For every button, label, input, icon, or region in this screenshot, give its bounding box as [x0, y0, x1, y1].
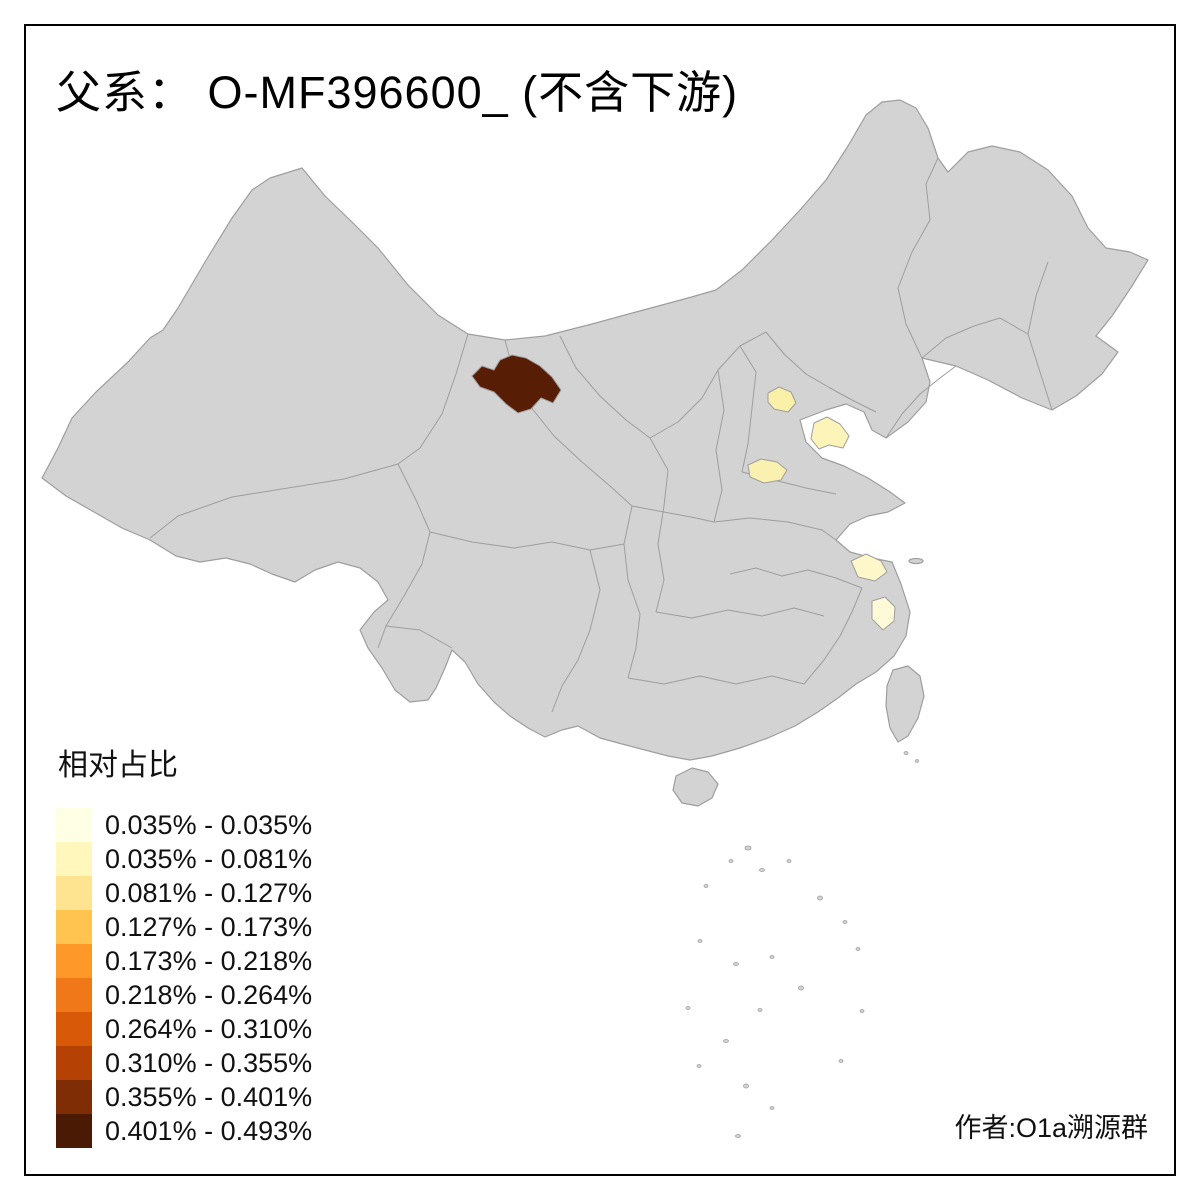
- legend-swatch: [56, 944, 92, 978]
- legend: 相对占比 0.035% - 0.035% 0.035% - 0.081% 0.0…: [56, 740, 312, 1148]
- legend-label: 0.173% - 0.218%: [105, 945, 313, 976]
- legend-item: 0.310% - 0.355%: [56, 1046, 312, 1080]
- legend-swatch: [56, 1080, 92, 1114]
- legend-swatch: [56, 1114, 92, 1148]
- legend-item: 0.035% - 0.081%: [56, 842, 312, 876]
- author-credit: 作者:O1a溯源群: [954, 1113, 1148, 1143]
- legend-label: 0.310% - 0.355%: [105, 1047, 313, 1078]
- legend-swatch: [56, 1012, 92, 1046]
- legend-swatch: [56, 808, 92, 842]
- province-boundaries: [149, 157, 1053, 713]
- legend-item: 0.127% - 0.173%: [56, 910, 312, 944]
- hainan-island-shape: [672, 767, 719, 807]
- legend-title: 相对占比: [58, 749, 178, 782]
- highlight-pale-central: [747, 458, 788, 484]
- legend-swatch: [56, 876, 92, 910]
- legend-item: 0.218% - 0.264%: [56, 978, 312, 1012]
- mainland-china-shape: [41, 99, 1149, 761]
- legend-swatch: [56, 978, 92, 1012]
- taiwan-island-shape: [885, 665, 925, 743]
- legend-label: 0.218% - 0.264%: [105, 979, 313, 1010]
- page-title: 父系： O-MF396600_ (不含下游): [56, 67, 739, 118]
- highlight-pale-east-2: [871, 596, 896, 631]
- highlight-pale-north-1: [767, 386, 797, 413]
- legend-item: 0.264% - 0.310%: [56, 1012, 312, 1046]
- legend-label: 0.035% - 0.081%: [105, 843, 313, 874]
- south-sea-island-specks: [685, 751, 919, 1138]
- legend-label: 0.401% - 0.493%: [105, 1115, 313, 1146]
- legend-item: 0.081% - 0.127%: [56, 876, 312, 910]
- legend-label: 0.127% - 0.173%: [105, 911, 313, 942]
- highlight-pale-north-2: [810, 416, 850, 450]
- legend-label: 0.355% - 0.401%: [105, 1081, 313, 1112]
- legend-item: 0.035% - 0.035%: [56, 808, 312, 842]
- legend-swatch: [56, 1046, 92, 1080]
- legend-swatch: [56, 910, 92, 944]
- legend-item: 0.173% - 0.218%: [56, 944, 312, 978]
- highlight-pale-east-1: [850, 553, 888, 582]
- legend-item: 0.401% - 0.493%: [56, 1114, 312, 1148]
- legend-label: 0.264% - 0.310%: [105, 1013, 313, 1044]
- legend-item: 0.355% - 0.401%: [56, 1080, 312, 1114]
- legend-swatch: [56, 842, 92, 876]
- base-land-regions: [41, 99, 1149, 1138]
- legend-label: 0.035% - 0.035%: [105, 809, 313, 840]
- highlight-dark-northwest: [471, 354, 562, 414]
- highlighted-regions: [471, 354, 896, 631]
- coastal-island-speck: [908, 557, 924, 565]
- legend-label: 0.081% - 0.127%: [105, 877, 313, 908]
